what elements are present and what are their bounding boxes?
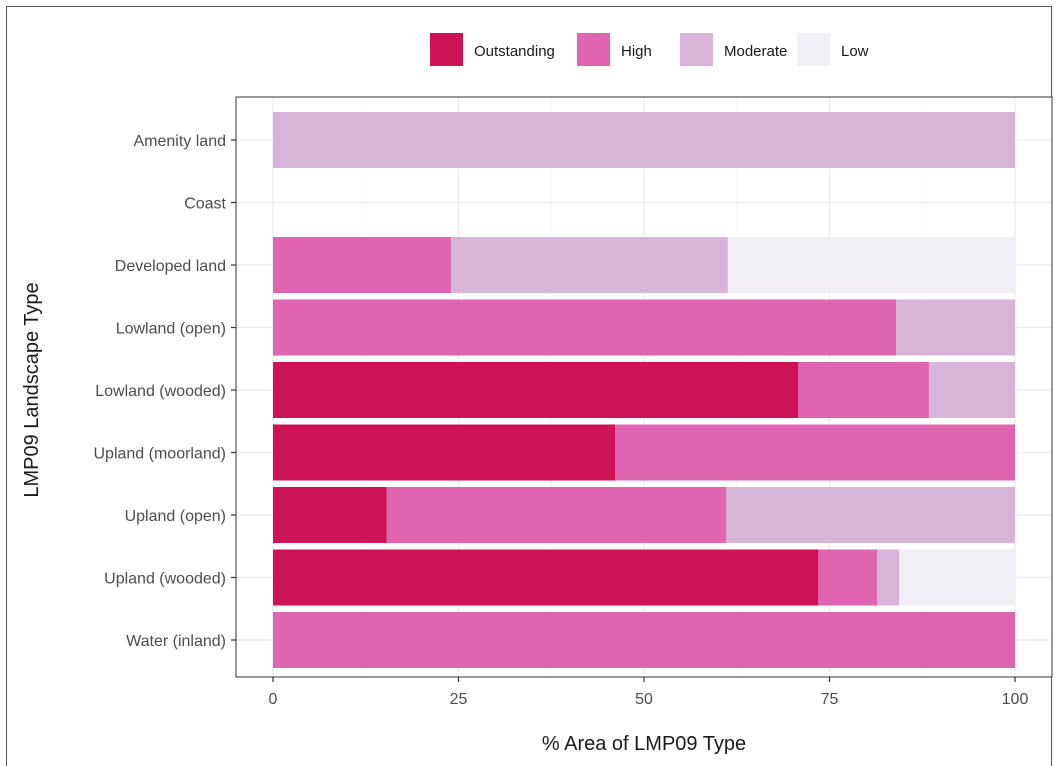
bar-segment (899, 549, 1015, 606)
bar-segment (273, 487, 387, 543)
x-tick-label: 75 (821, 691, 839, 708)
bar-segment (273, 362, 799, 418)
bar-segment (818, 549, 877, 606)
bar-segment (798, 362, 929, 418)
bar-segment (386, 487, 727, 543)
bars (273, 112, 1015, 668)
bar-segment (273, 424, 616, 481)
x-tick-label: 0 (269, 691, 278, 708)
bar-segment (273, 612, 1015, 668)
x-axis: 0 25 50 75 100 (269, 677, 1029, 708)
x-tick-label: 25 (450, 691, 468, 708)
bar-segment (726, 487, 1015, 543)
x-tick-label: 100 (1002, 691, 1029, 708)
legend-swatch (577, 33, 610, 66)
legend-label: Outstanding (474, 43, 555, 60)
y-tick-label: Coast (184, 196, 226, 213)
bar-segment (451, 237, 728, 293)
y-tick-label: Developed land (115, 258, 226, 275)
bar-segment (273, 237, 452, 293)
y-tick-label: Upland (wooded) (104, 571, 226, 588)
y-tick-label: Lowland (open) (116, 321, 226, 338)
y-tick-label: Upland (open) (125, 508, 226, 525)
y-axis-title: LMP09 Landscape Type (21, 282, 43, 497)
legend-label: Low (841, 43, 869, 60)
x-tick-label: 50 (635, 691, 653, 708)
legend-swatch (797, 33, 830, 66)
legend-label: Moderate (724, 43, 787, 60)
y-axis: Amenity land Coast Developed land Lowland (… (93, 133, 236, 650)
bar-segment (727, 237, 1015, 293)
legend: Outstanding High Moderate Low (430, 33, 869, 66)
bar-segment (273, 299, 897, 356)
legend-swatch (430, 33, 463, 66)
bar-segment (896, 299, 1015, 356)
bar-segment (615, 424, 1015, 481)
legend-label: High (621, 43, 652, 60)
y-tick-label: Upland (moorland) (93, 446, 226, 463)
bar-segment (876, 549, 900, 606)
bar-segment (273, 549, 819, 606)
x-axis-title: % Area of LMP09 Type (542, 733, 746, 755)
legend-swatch (680, 33, 713, 66)
y-tick-label: Lowland (wooded) (95, 383, 226, 400)
bar-segment (273, 112, 1015, 168)
bar-segment (928, 362, 1015, 418)
y-tick-label: Amenity land (134, 133, 227, 150)
y-tick-label: Water (inland) (126, 633, 226, 650)
